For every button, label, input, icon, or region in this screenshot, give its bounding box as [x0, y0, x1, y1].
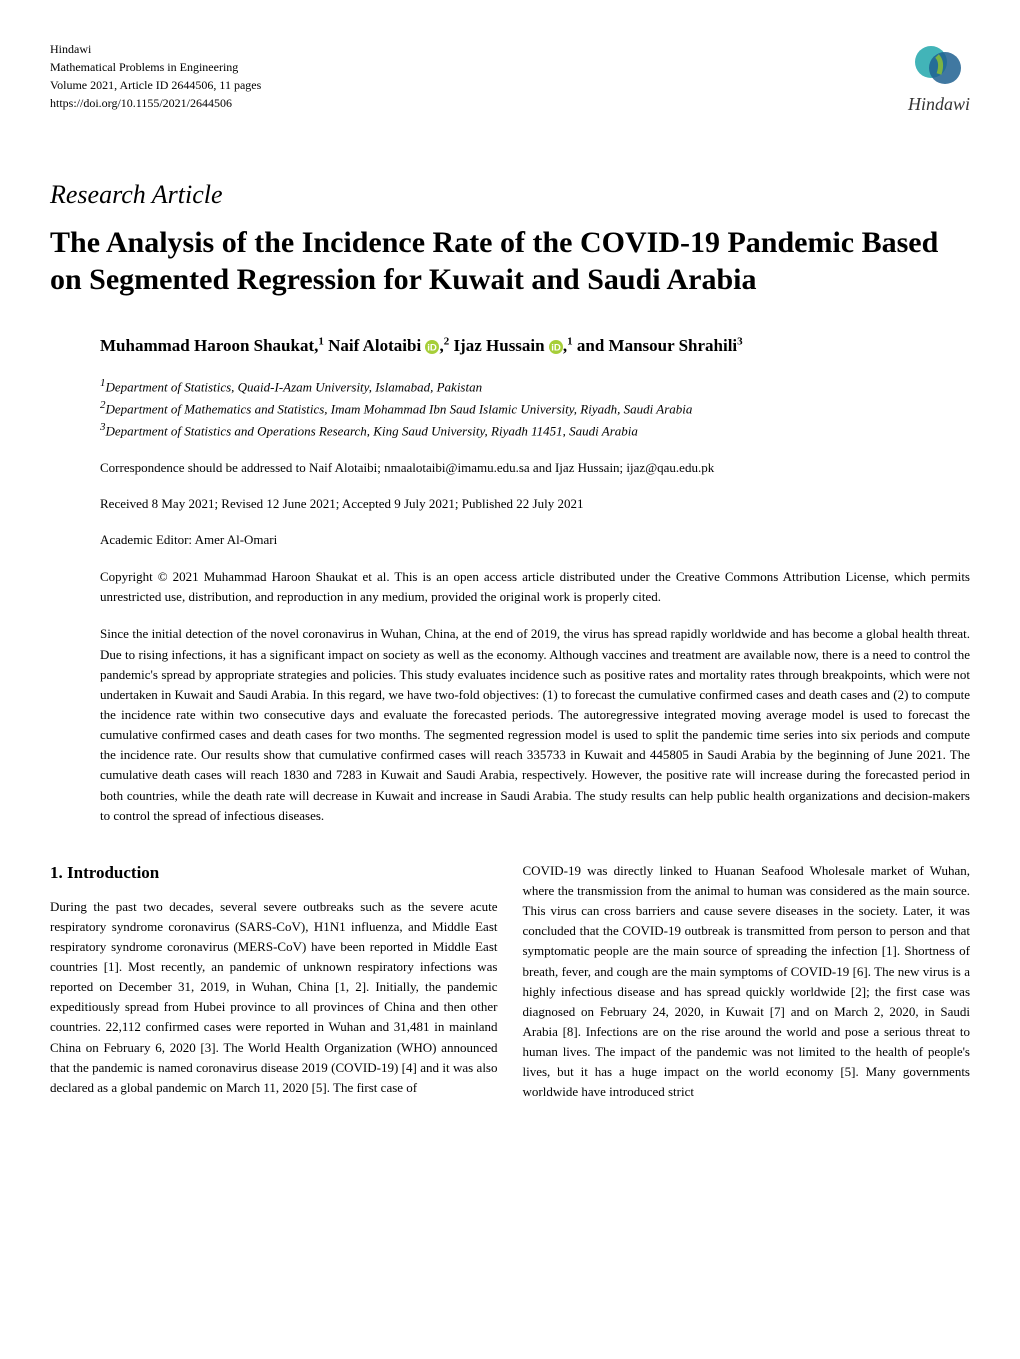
affiliation-3-text: Department of Statistics and Operations … [106, 423, 638, 438]
svg-text:iD: iD [428, 342, 438, 353]
publisher-logo: Hindawi [908, 40, 970, 117]
publication-dates: Received 8 May 2021; Revised 12 June 202… [50, 495, 970, 513]
publisher-name: Hindawi [50, 40, 261, 58]
journal-info: Hindawi Mathematical Problems in Enginee… [50, 40, 261, 112]
hindawi-logo-icon [909, 40, 969, 90]
body-paragraph-right: COVID-19 was directly linked to Huanan S… [523, 861, 971, 1103]
orcid-icon: iD [425, 340, 439, 354]
affiliation-1-text: Department of Statistics, Quaid-I-Azam U… [106, 380, 483, 395]
author-1-affil: 1 [318, 335, 324, 347]
author-2-affil: 2 [444, 335, 450, 347]
body-paragraph-left: During the past two decades, several sev… [50, 897, 498, 1098]
correspondence: Correspondence should be addressed to Na… [50, 459, 970, 477]
column-left: 1. Introduction During the past two deca… [50, 861, 498, 1103]
svg-text:iD: iD [551, 342, 561, 353]
journal-name: Mathematical Problems in Engineering [50, 58, 261, 76]
abstract-text: Since the initial detection of the novel… [50, 624, 970, 825]
academic-editor: Academic Editor: Amer Al-Omari [50, 531, 970, 549]
author-2: Naif Alotaibi [328, 336, 425, 355]
section-1-heading: 1. Introduction [50, 861, 498, 885]
author-3-affil: 1 [567, 335, 573, 347]
affiliation-2: 2Department of Mathematics and Statistic… [100, 397, 970, 419]
affiliations: 1Department of Statistics, Quaid-I-Azam … [50, 375, 970, 440]
orcid-icon: iD [549, 340, 563, 354]
body-columns: 1. Introduction During the past two deca… [50, 861, 970, 1103]
author-3: Ijaz Hussain [453, 336, 548, 355]
affiliation-3: 3Department of Statistics and Operations… [100, 419, 970, 441]
header-row: Hindawi Mathematical Problems in Enginee… [50, 40, 970, 117]
affiliation-1: 1Department of Statistics, Quaid-I-Azam … [100, 375, 970, 397]
article-title: The Analysis of the Incidence Rate of th… [50, 224, 970, 299]
column-right: COVID-19 was directly linked to Huanan S… [523, 861, 971, 1103]
affiliation-2-text: Department of Mathematics and Statistics… [106, 402, 693, 417]
hindawi-logo-text: Hindawi [908, 92, 970, 117]
copyright-notice: Copyright © 2021 Muhammad Haroon Shaukat… [50, 567, 970, 606]
author-4: and Mansour Shrahili [577, 336, 737, 355]
author-4-affil: 3 [737, 335, 743, 347]
authors-line: Muhammad Haroon Shaukat,1 Naif Alotaibi … [50, 334, 970, 358]
doi-link[interactable]: https://doi.org/10.1155/2021/2644506 [50, 94, 261, 112]
article-type: Research Article [50, 177, 970, 213]
volume-info: Volume 2021, Article ID 2644506, 11 page… [50, 76, 261, 94]
author-1: Muhammad Haroon Shaukat, [100, 336, 318, 355]
